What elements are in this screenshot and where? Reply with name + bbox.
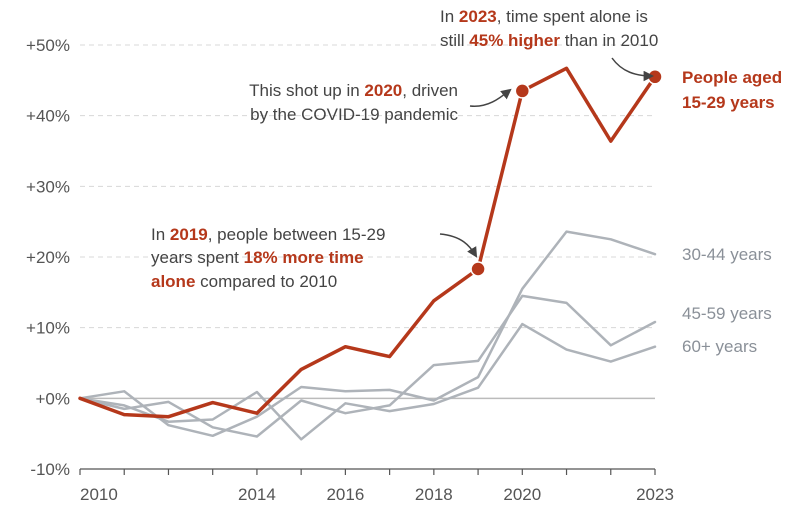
series-label-15-29: People aged: [682, 68, 782, 87]
annotation-2023-arrow: [611, 57, 655, 82]
annotation-2019-line-2: years spent 18% more time: [151, 248, 364, 267]
data-point-marker: [514, 83, 531, 99]
series-line-60+-years: [78, 322, 657, 441]
series-line-30-44-years: [78, 230, 657, 438]
series-labels: People aged 15-29 years 30-44 years 45-59 y…: [682, 68, 782, 356]
annotation-2023-line-1: In 2023, time spent alone is: [440, 7, 648, 26]
y-tick-label: +20%: [26, 248, 70, 267]
series-label-30-44-years: 30-44 years: [682, 245, 772, 264]
data-point-marker: [647, 69, 663, 85]
series-label-45-59-years: 45-59 years: [682, 304, 772, 323]
x-tick-label: 2018: [415, 485, 453, 504]
annotation-2023-line-2: still 45% higher than in 2010: [440, 31, 658, 50]
annotation-2020: This shot up in 2020, driven by the COVI…: [249, 81, 512, 124]
x-tick-label: 2010: [80, 485, 118, 504]
y-tick-label: +50%: [26, 36, 70, 55]
x-axis: 2010 2014 2016 2018 2020 2023: [79, 468, 674, 504]
annotation-2020-line-1: This shot up in 2020, driven: [249, 81, 458, 100]
annotation-2023: In 2023, time spent alone is still 45% h…: [440, 7, 658, 82]
series-label-60+-years: 60+ years: [682, 337, 757, 356]
annotation-2019-arrow: [439, 233, 478, 258]
annotation-2019: In 2019, people between 15-29 years spen…: [151, 225, 478, 291]
series-line-people-aged-15-29-years: [78, 66, 657, 419]
data-point-marker: [470, 261, 486, 277]
x-tick-label: 2016: [326, 485, 364, 504]
annotation-2019-line-3: alone compared to 2010: [151, 272, 337, 291]
gridlines: [80, 44, 655, 400]
x-tick-label: 2014: [238, 485, 276, 504]
series-label-15-29-line-2: 15-29 years: [682, 93, 775, 112]
y-tick-label: +10%: [26, 319, 70, 338]
y-tick-label: +0%: [36, 389, 71, 408]
y-tick-label: +40%: [26, 107, 70, 126]
y-axis-tick-labels: -10% +0% +10% +20% +30% +40% +50%: [26, 36, 70, 479]
annotation-2020-arrow: [469, 88, 512, 107]
series-line-45-59-years: [78, 294, 657, 438]
y-tick-label: +30%: [26, 177, 70, 196]
annotation-2019-line-1: In 2019, people between 15-29: [151, 225, 385, 244]
x-tick-label: 2020: [503, 485, 541, 504]
y-tick-label: -10%: [30, 460, 70, 479]
annotation-2020-line-2: by the COVID-19 pandemic: [250, 105, 458, 124]
x-tick-label: 2023: [636, 485, 674, 504]
